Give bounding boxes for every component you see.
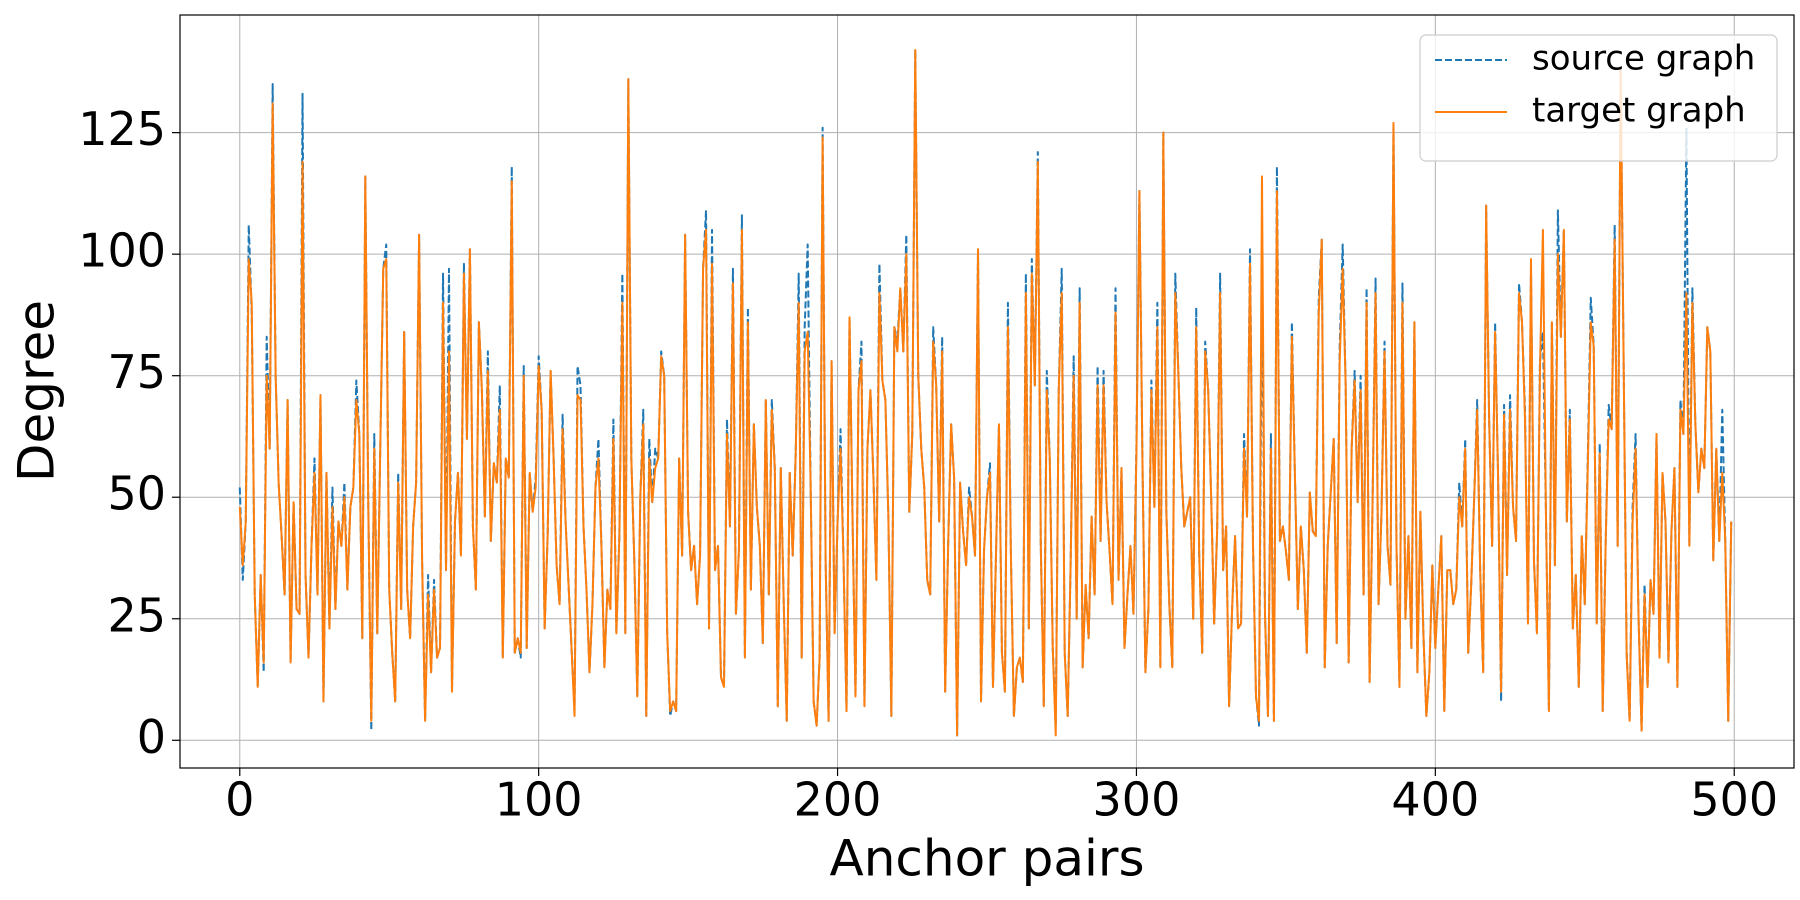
x-tick-label: 400: [1391, 773, 1479, 827]
plot-frame: [179, 14, 1795, 769]
x-tick-label: 100: [495, 773, 583, 827]
legend-box: [1419, 34, 1778, 162]
series-line: [238, 49, 1733, 737]
y-tick-label: 100: [78, 224, 166, 278]
y-tick-label: 75: [107, 345, 166, 399]
x-tick-label: 0: [225, 773, 254, 827]
y-tick-label: 50: [107, 467, 166, 521]
y-tick-label: 125: [78, 102, 166, 156]
x-tick-label: 300: [1093, 773, 1181, 827]
legend-label: target graph: [1532, 91, 1746, 131]
y-tick-label: 25: [107, 588, 166, 642]
x-axis-label: Anchor pairs: [830, 830, 1145, 888]
y-axis-label: Degree: [8, 300, 66, 482]
x-tick-label: 200: [794, 773, 882, 827]
x-tick-label: 500: [1690, 773, 1778, 827]
y-tick-label: 0: [137, 710, 166, 764]
legend-label: source graph: [1532, 39, 1755, 79]
